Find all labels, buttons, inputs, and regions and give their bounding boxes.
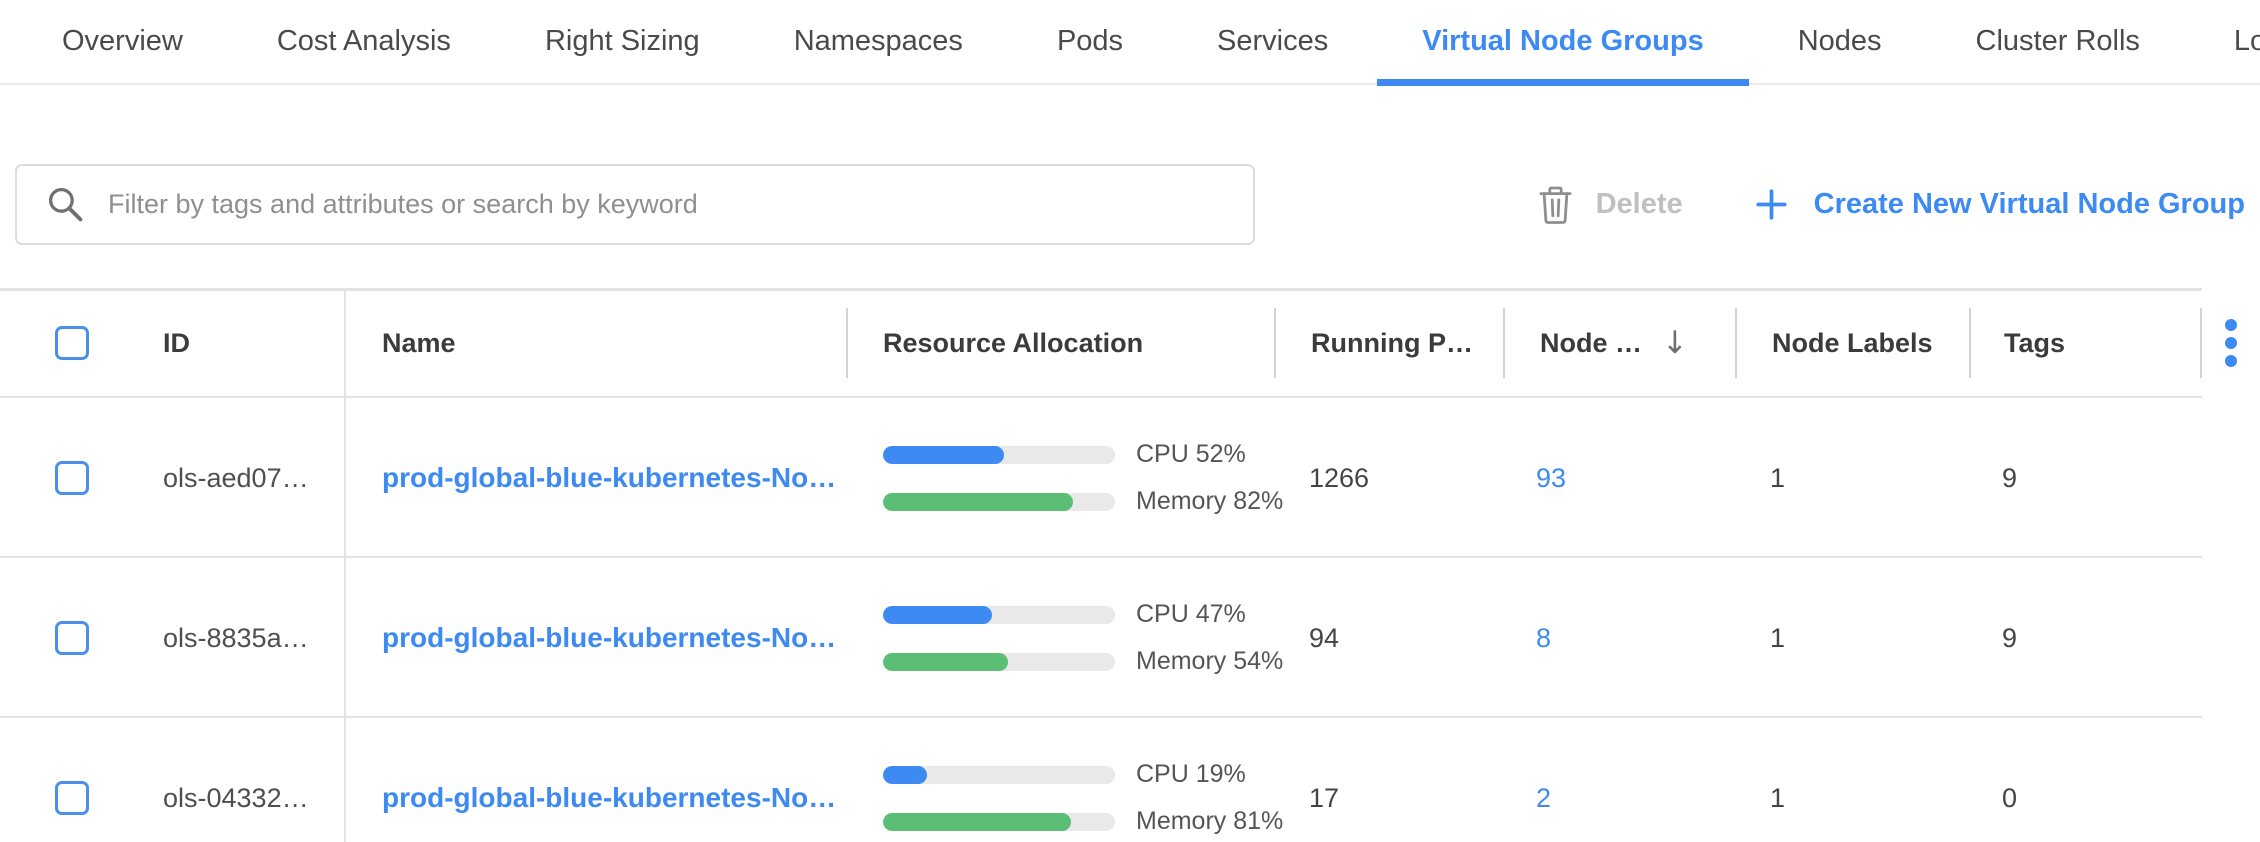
row-id: ols-04332… [163, 782, 309, 813]
row-name-cell: prod-global-blue-kubernetes-No… [346, 622, 846, 654]
table-header-row: ID Name Resource Allocation Running P… N… [0, 288, 2260, 398]
nodes-count-link[interactable]: 2 [1536, 782, 1552, 813]
trash-icon [1539, 186, 1572, 224]
cpu-usage-label: CPU 52% [1136, 440, 1246, 468]
column-header-id[interactable]: ID [163, 327, 190, 358]
resource-allocation-cell: CPU 47% Memory 54% [846, 597, 1283, 680]
tab-log[interactable]: Log [2233, 25, 2260, 57]
header-select-id-group: ID [0, 288, 346, 398]
memory-usage-label: Memory 54% [1136, 647, 1284, 675]
row-checkbox[interactable] [55, 781, 89, 815]
node-labels-value: 1 [1770, 782, 1786, 813]
row-select-id-group: ols-aed07… [0, 398, 346, 558]
nodes-count-cell: 2 [1503, 783, 1735, 814]
row-name-link[interactable]: prod-global-blue-kubernetes-No… [382, 462, 837, 493]
tab-pods[interactable]: Pods [1056, 25, 1124, 57]
tab-bar: Overview Cost Analysis Right Sizing Name… [0, 0, 2260, 86]
column-header-nodes-label: Node … [1540, 327, 1643, 358]
node-labels-value: 1 [1770, 462, 1786, 493]
row-name-cell: prod-global-blue-kubernetes-No… [346, 462, 846, 494]
table-row: ols-8835a… prod-global-blue-kubernetes-N… [0, 558, 2260, 718]
row-name-cell: prod-global-blue-kubernetes-No… [346, 782, 846, 814]
cpu-usage-bar [883, 605, 1115, 624]
column-header-nodes[interactable]: Node … ↓ [1503, 308, 1735, 378]
filter-search-box[interactable] [15, 164, 1255, 245]
row-checkbox[interactable] [55, 461, 89, 495]
running-pods-value: 1266 [1309, 462, 1370, 493]
create-virtual-node-group-button[interactable]: Create New Virtual Node Group [1755, 188, 2245, 221]
row-name-link[interactable]: prod-global-blue-kubernetes-No… [382, 622, 837, 653]
column-settings-kebab-icon[interactable] [2225, 319, 2237, 367]
running-pods-value: 17 [1309, 782, 1340, 813]
node-labels-value: 1 [1770, 622, 1786, 653]
tab-cluster-rolls[interactable]: Cluster Rolls [1975, 25, 2140, 57]
row-checkbox[interactable] [55, 621, 89, 655]
search-icon [48, 187, 83, 222]
row-id: ols-8835a… [163, 622, 309, 653]
cpu-usage-label: CPU 19% [1136, 760, 1246, 788]
virtual-node-groups-table: ID Name Resource Allocation Running P… N… [0, 288, 2260, 842]
create-button-label: Create New Virtual Node Group [1813, 188, 2245, 220]
row-id: ols-aed07… [163, 462, 309, 493]
column-header-running-pods[interactable]: Running P… [1274, 308, 1503, 378]
sort-descending-icon[interactable]: ↓ [1662, 325, 1688, 361]
table-row: ols-04332… prod-global-blue-kubernetes-N… [0, 718, 2260, 842]
tab-services[interactable]: Services [1217, 25, 1329, 57]
memory-usage-label: Memory 82% [1136, 487, 1284, 515]
resource-allocation-cell: CPU 19% Memory 81% [846, 757, 1283, 840]
resource-allocation-cell: CPU 52% Memory 82% [846, 437, 1283, 520]
column-header-node-labels[interactable]: Node Labels [1735, 308, 1969, 378]
nodes-count-link[interactable]: 93 [1536, 462, 1567, 493]
memory-usage-bar [883, 652, 1115, 671]
cpu-usage-bar [883, 765, 1115, 784]
row-select-id-group: ols-8835a… [0, 558, 346, 718]
tags-value: 9 [2002, 462, 2018, 493]
memory-usage-bar [883, 492, 1115, 511]
column-header-name[interactable]: Name [382, 327, 456, 358]
tab-namespaces[interactable]: Namespaces [793, 25, 963, 57]
tab-virtual-node-groups[interactable]: Virtual Node Groups [1377, 0, 1750, 86]
search-input[interactable] [108, 189, 1229, 220]
row-name-link[interactable]: prod-global-blue-kubernetes-No… [382, 782, 837, 813]
column-settings-cell [2200, 308, 2260, 378]
column-header-tags[interactable]: Tags [1969, 308, 2200, 378]
nodes-count-cell: 8 [1503, 623, 1735, 654]
delete-button-label: Delete [1595, 188, 1683, 220]
nodes-count-link[interactable]: 8 [1536, 622, 1552, 653]
tab-cost-analysis[interactable]: Cost Analysis [276, 25, 451, 57]
table-row: ols-aed07… prod-global-blue-kubernetes-N… [0, 398, 2260, 558]
cpu-usage-label: CPU 47% [1136, 600, 1246, 628]
nodes-count-cell: 93 [1503, 463, 1735, 494]
tags-value: 0 [2002, 782, 2018, 813]
plus-icon [1756, 189, 1787, 220]
row-select-id-group: ols-04332… [0, 718, 346, 842]
delete-button[interactable]: Delete [1539, 186, 1683, 224]
tab-right-sizing[interactable]: Right Sizing [544, 25, 700, 57]
memory-usage-bar [883, 812, 1115, 831]
tags-value: 9 [2002, 622, 2018, 653]
cpu-usage-bar [883, 445, 1115, 464]
column-header-resource-allocation[interactable]: Resource Allocation [846, 308, 1274, 378]
toolbar-actions: Delete Create New Virtual Node Group [1539, 164, 2245, 245]
tab-overview[interactable]: Overview [62, 25, 183, 57]
running-pods-value: 94 [1309, 622, 1340, 653]
select-all-checkbox[interactable] [55, 326, 89, 360]
tab-nodes[interactable]: Nodes [1797, 25, 1882, 57]
memory-usage-label: Memory 81% [1136, 807, 1284, 835]
toolbar: Delete Create New Virtual Node Group [0, 85, 2260, 288]
